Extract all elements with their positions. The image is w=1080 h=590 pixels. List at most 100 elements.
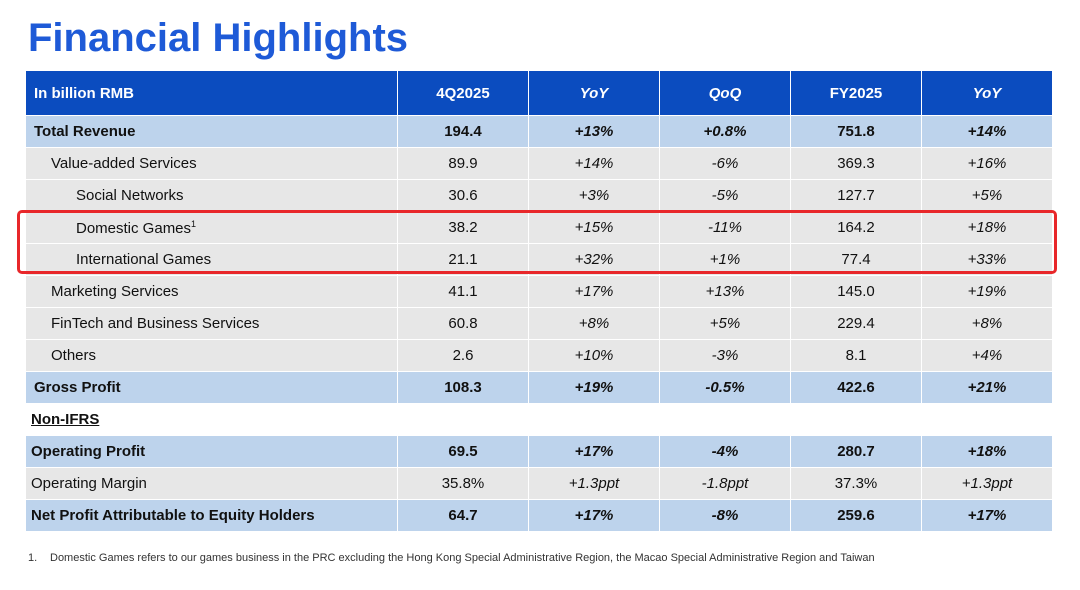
cell-yoy: +1.3ppt: [528, 467, 660, 500]
header-qoq: QoQ: [659, 70, 791, 116]
cell-fy-yoy: +5%: [921, 179, 1053, 212]
cell-fy2025: 164.2: [790, 211, 922, 244]
cell-fy2025: 280.7: [790, 435, 922, 468]
header-yoy-fy: YoY: [921, 70, 1053, 116]
cell-fy2025: 422.6: [790, 371, 922, 404]
cell-fy2025: 37.3%: [790, 467, 922, 500]
row-value-added-services: Value-added Services 89.9 +14% -6% 369.3…: [25, 147, 1053, 180]
cell-fy2025: 145.0: [790, 275, 922, 308]
header-unit-label: In billion RMB: [25, 70, 398, 116]
cell-yoy: +17%: [528, 499, 660, 532]
row-label: Net Profit Attributable to Equity Holder…: [25, 499, 398, 532]
cell-4q2025: 108.3: [397, 371, 529, 404]
cell-yoy: +8%: [528, 307, 660, 340]
cell-yoy: +10%: [528, 339, 660, 372]
row-gross-profit: Gross Profit 108.3 +19% -0.5% 422.6 +21%: [25, 371, 1053, 404]
row-label: Total Revenue: [25, 115, 398, 148]
cell-fy-yoy: +17%: [921, 499, 1053, 532]
row-label: Gross Profit: [25, 371, 398, 404]
cell-yoy: +14%: [528, 147, 660, 180]
cell-fy-yoy: +21%: [921, 371, 1053, 404]
cell-yoy: +3%: [528, 179, 660, 212]
footnote-number: 1.: [28, 552, 38, 564]
table-header-row: In billion RMB 4Q2025 YoY QoQ FY2025 YoY: [25, 70, 1053, 116]
row-fintech-business-services: FinTech and Business Services 60.8 +8% +…: [25, 307, 1053, 340]
row-label: Others: [25, 339, 398, 372]
row-label: FinTech and Business Services: [25, 307, 398, 340]
row-others: Others 2.6 +10% -3% 8.1 +4%: [25, 339, 1053, 372]
cell-fy2025: 8.1: [790, 339, 922, 372]
cell-4q2025: 64.7: [397, 499, 529, 532]
cell-4q2025: 60.8: [397, 307, 529, 340]
cell-fy2025: 259.6: [790, 499, 922, 532]
cell-4q2025: 41.1: [397, 275, 529, 308]
row-operating-margin: Operating Margin 35.8% +1.3ppt -1.8ppt 3…: [25, 467, 1053, 500]
cell-qoq: -5%: [659, 179, 791, 212]
cell-fy-yoy: +1.3ppt: [921, 467, 1053, 500]
row-label: Marketing Services: [25, 275, 398, 308]
row-marketing-services: Marketing Services 41.1 +17% +13% 145.0 …: [25, 275, 1053, 308]
cell-qoq: -0.5%: [659, 371, 791, 404]
cell-4q2025: 69.5: [397, 435, 529, 468]
cell-fy-yoy: +33%: [921, 243, 1053, 276]
cell-qoq: -4%: [659, 435, 791, 468]
cell-fy2025: 369.3: [790, 147, 922, 180]
cell-qoq: +1%: [659, 243, 791, 276]
cell-yoy: +13%: [528, 115, 660, 148]
row-label: Operating Profit: [25, 435, 398, 468]
cell-4q2025: 194.4: [397, 115, 529, 148]
footnote-marker: 1: [191, 218, 197, 229]
footnote-text: Domestic Games refers to our games busin…: [50, 552, 875, 564]
row-label: Value-added Services: [25, 147, 398, 180]
row-net-profit: Net Profit Attributable to Equity Holder…: [25, 499, 1053, 532]
row-social-networks: Social Networks 30.6 +3% -5% 127.7 +5%: [25, 179, 1053, 212]
cell-fy2025: 127.7: [790, 179, 922, 212]
header-yoy-quarter: YoY: [528, 70, 660, 116]
section-label: Non-IFRS: [25, 403, 398, 436]
cell-qoq: -11%: [659, 211, 791, 244]
row-label: International Games: [25, 243, 398, 276]
row-label: Domestic Games1: [25, 211, 398, 244]
cell-4q2025: 35.8%: [397, 467, 529, 500]
cell-fy-yoy: +4%: [921, 339, 1053, 372]
cell-yoy: +32%: [528, 243, 660, 276]
cell-qoq: +5%: [659, 307, 791, 340]
cell-fy-yoy: +18%: [921, 211, 1053, 244]
cell-yoy: +15%: [528, 211, 660, 244]
cell-4q2025: 2.6: [397, 339, 529, 372]
page-title: Financial Highlights: [28, 16, 409, 60]
row-label: Social Networks: [25, 179, 398, 212]
cell-qoq: +0.8%: [659, 115, 791, 148]
cell-qoq: -1.8ppt: [659, 467, 791, 500]
cell-qoq: -6%: [659, 147, 791, 180]
row-section-non-ifrs: Non-IFRS: [25, 403, 1053, 436]
financial-table: In billion RMB 4Q2025 YoY QoQ FY2025 YoY…: [25, 70, 1053, 532]
header-4q2025: 4Q2025: [397, 70, 529, 116]
cell-yoy: +17%: [528, 275, 660, 308]
cell-fy2025: 229.4: [790, 307, 922, 340]
cell-fy-yoy: +8%: [921, 307, 1053, 340]
cell-4q2025: 30.6: [397, 179, 529, 212]
cell-4q2025: 89.9: [397, 147, 529, 180]
cell-fy2025: 751.8: [790, 115, 922, 148]
cell-fy2025: 77.4: [790, 243, 922, 276]
cell-fy-yoy: +18%: [921, 435, 1053, 468]
cell-fy-yoy: +14%: [921, 115, 1053, 148]
cell-qoq: -8%: [659, 499, 791, 532]
section-label-text: Non-IFRS: [31, 411, 100, 428]
row-label: Operating Margin: [25, 467, 398, 500]
row-international-games: International Games 21.1 +32% +1% 77.4 +…: [25, 243, 1053, 276]
cell-qoq: +13%: [659, 275, 791, 308]
cell-4q2025: 21.1: [397, 243, 529, 276]
header-fy2025: FY2025: [790, 70, 922, 116]
footnote: 1. Domestic Games refers to our games bus…: [28, 552, 875, 564]
row-label-text: Domestic Games: [76, 219, 192, 237]
row-operating-profit: Operating Profit 69.5 +17% -4% 280.7 +18…: [25, 435, 1053, 468]
cell-4q2025: 38.2: [397, 211, 529, 244]
cell-fy-yoy: +16%: [921, 147, 1053, 180]
cell-qoq: -3%: [659, 339, 791, 372]
row-total-revenue: Total Revenue 194.4 +13% +0.8% 751.8 +14…: [25, 115, 1053, 148]
cell-fy-yoy: +19%: [921, 275, 1053, 308]
cell-yoy: +17%: [528, 435, 660, 468]
